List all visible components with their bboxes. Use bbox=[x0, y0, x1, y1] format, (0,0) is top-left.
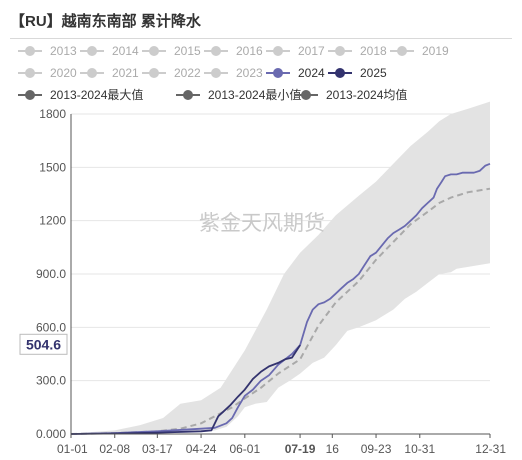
legend-item-2013-2024[interactable]: 2013-2024均值 bbox=[294, 87, 407, 102]
legend-label: 2015 bbox=[174, 44, 201, 58]
legend-swatch-dot bbox=[301, 90, 311, 100]
x-tick-label: 10-31 bbox=[404, 442, 435, 456]
x-tick-label: 07-19 bbox=[285, 442, 316, 456]
x-tick-label: 03-17 bbox=[142, 442, 173, 456]
chart-legend[interactable]: 2013 2014 2015 2016 2017 2018 2019 2020 2021 2022… bbox=[18, 44, 449, 102]
legend-label: 2024 bbox=[298, 66, 325, 80]
legend-swatch-dot bbox=[273, 46, 283, 56]
y-tick-label: 1800 bbox=[39, 107, 66, 121]
legend-item-2023[interactable]: 2023 bbox=[204, 66, 263, 80]
series-line-average bbox=[70, 187, 491, 435]
series-line-2025 bbox=[70, 344, 301, 435]
chart-series bbox=[70, 162, 491, 435]
watermark-text: 紫金天风期货 bbox=[199, 211, 325, 235]
y-tick-label: 300.0 bbox=[36, 374, 66, 388]
legend-label: 2023 bbox=[236, 66, 263, 80]
y-tick-label: 600.0 bbox=[36, 320, 66, 334]
legend-swatch-dot bbox=[273, 68, 283, 78]
min-max-band bbox=[71, 101, 490, 434]
legend-label: 2025 bbox=[360, 66, 387, 80]
x-tick-label: 09-23 bbox=[361, 442, 392, 456]
legend-swatch-dot bbox=[397, 46, 407, 56]
legend-swatch-dot bbox=[149, 68, 159, 78]
y-highlight-box bbox=[19, 333, 68, 355]
x-tick-label: 01-01 bbox=[57, 442, 88, 456]
x-tick-label: 06-01 bbox=[229, 442, 260, 456]
legend-item-2013-2024[interactable]: 2013-2024最小值 bbox=[176, 87, 301, 102]
chart-axes: 0.000 300.0 600.0 900.0 1200 1500 1800 01-01 02-… bbox=[19, 107, 506, 456]
x-tick-label: 16 bbox=[326, 442, 340, 456]
legend-swatch-dot bbox=[149, 46, 159, 56]
legend-swatch-dot bbox=[25, 46, 35, 56]
y-tick-label: 900.0 bbox=[36, 267, 66, 281]
legend-item-2022[interactable]: 2022 bbox=[142, 66, 201, 80]
x-tick-label: 12-31 bbox=[475, 442, 506, 456]
legend-label: 2020 bbox=[50, 66, 77, 80]
legend-label: 2013-2024均值 bbox=[326, 87, 407, 102]
legend-label: 2014 bbox=[112, 44, 139, 58]
legend-label: 2016 bbox=[236, 44, 263, 58]
legend-label: 2018 bbox=[360, 44, 387, 58]
band-area bbox=[71, 101, 490, 434]
chart-title: 【RU】越南东南部 累计降水 bbox=[10, 13, 201, 30]
legend-swatch-dot bbox=[211, 68, 221, 78]
legend-label: 2013-2024最大值 bbox=[50, 87, 143, 102]
title-divider bbox=[10, 38, 512, 39]
x-tick-label: 02-08 bbox=[99, 442, 130, 456]
x-tick-label: 04-24 bbox=[186, 442, 217, 456]
legend-item-2014[interactable]: 2014 bbox=[80, 44, 139, 58]
y-tick-label: 1200 bbox=[39, 214, 66, 228]
y-tick-label: 0.000 bbox=[36, 427, 66, 441]
legend-swatch-dot bbox=[335, 68, 345, 78]
legend-item-2013[interactable]: 2013 bbox=[18, 44, 77, 58]
legend-item-2016[interactable]: 2016 bbox=[204, 44, 263, 58]
legend-item-2025[interactable]: 2025 bbox=[328, 66, 387, 80]
legend-label: 2019 bbox=[422, 44, 449, 58]
y-highlight-label: 504.6 bbox=[26, 336, 61, 352]
legend-swatch-dot bbox=[25, 90, 35, 100]
legend-label: 2021 bbox=[112, 66, 139, 80]
legend-swatch-dot bbox=[335, 46, 345, 56]
legend-label: 2013 bbox=[50, 44, 77, 58]
legend-item-2015[interactable]: 2015 bbox=[142, 44, 201, 58]
legend-swatch-dot bbox=[211, 46, 221, 56]
legend-item-2017[interactable]: 2017 bbox=[266, 44, 325, 58]
legend-item-2013-2024[interactable]: 2013-2024最大值 bbox=[18, 87, 143, 102]
legend-item-2018[interactable]: 2018 bbox=[328, 44, 387, 58]
legend-swatch-dot bbox=[87, 68, 97, 78]
legend-swatch-dot bbox=[183, 90, 193, 100]
legend-item-2019[interactable]: 2019 bbox=[390, 44, 449, 58]
legend-item-2021[interactable]: 2021 bbox=[80, 66, 139, 80]
legend-item-2020[interactable]: 2020 bbox=[18, 66, 77, 80]
legend-label: 2022 bbox=[174, 66, 201, 80]
legend-swatch-dot bbox=[25, 68, 35, 78]
legend-item-2024[interactable]: 2024 bbox=[266, 66, 325, 80]
y-tick-label: 1500 bbox=[39, 160, 66, 174]
legend-label: 2013-2024最小值 bbox=[208, 87, 301, 102]
legend-label: 2017 bbox=[298, 44, 325, 58]
series-line-2024 bbox=[70, 162, 491, 435]
legend-swatch-dot bbox=[87, 46, 97, 56]
